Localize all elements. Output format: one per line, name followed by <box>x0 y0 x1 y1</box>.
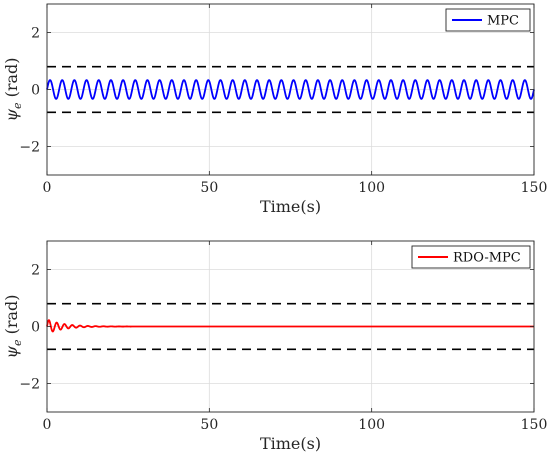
y-tick-label: −2 <box>19 377 40 393</box>
y-label-subscript: e <box>11 102 24 109</box>
y-tick-label: 0 <box>31 83 40 99</box>
x-tick-label: 50 <box>200 180 218 196</box>
y-axis-label: ψe (rad) <box>2 57 24 121</box>
x-axis-label: Time(s) <box>260 197 321 216</box>
y-tick-label: −2 <box>19 140 40 156</box>
y-tick-label: 2 <box>31 263 40 279</box>
legend: MPC <box>445 8 531 32</box>
legend-box <box>411 245 531 269</box>
chart-1: 0 50 100 150 −2 0 2 Time(s) ψe (rad) MPC <box>2 3 548 216</box>
chart-2: 0 50 100 150 −2 0 2 Time(s) ψe (rad) RDO-MPC <box>2 240 548 453</box>
legend: RDO-MPC <box>411 245 531 269</box>
series-line-rdo-mpc <box>46 319 534 333</box>
legend-box <box>445 8 531 32</box>
x-tick-label: 100 <box>358 417 385 433</box>
y-label-subscript: e <box>11 339 24 346</box>
x-tick-label: 150 <box>521 180 548 196</box>
x-tick-label: 0 <box>43 417 52 433</box>
x-tick-label: 100 <box>358 180 385 196</box>
x-tick-label: 150 <box>521 417 548 433</box>
y-label-unit: (rad) <box>2 57 21 102</box>
x-axis-label: Time(s) <box>260 434 321 453</box>
y-label-symbol: ψ <box>2 109 21 122</box>
x-tick-label: 50 <box>200 417 218 433</box>
y-label-unit: (rad) <box>2 294 21 339</box>
series-line-mpc <box>46 79 535 100</box>
legend-label: MPC <box>487 14 519 29</box>
x-tick-label: 0 <box>43 180 52 196</box>
y-label-symbol: ψ <box>2 346 21 359</box>
y-axis-label: ψe (rad) <box>2 294 24 358</box>
legend-label: RDO-MPC <box>453 251 521 266</box>
y-tick-label: 0 <box>31 320 40 336</box>
y-tick-label: 2 <box>31 26 40 42</box>
